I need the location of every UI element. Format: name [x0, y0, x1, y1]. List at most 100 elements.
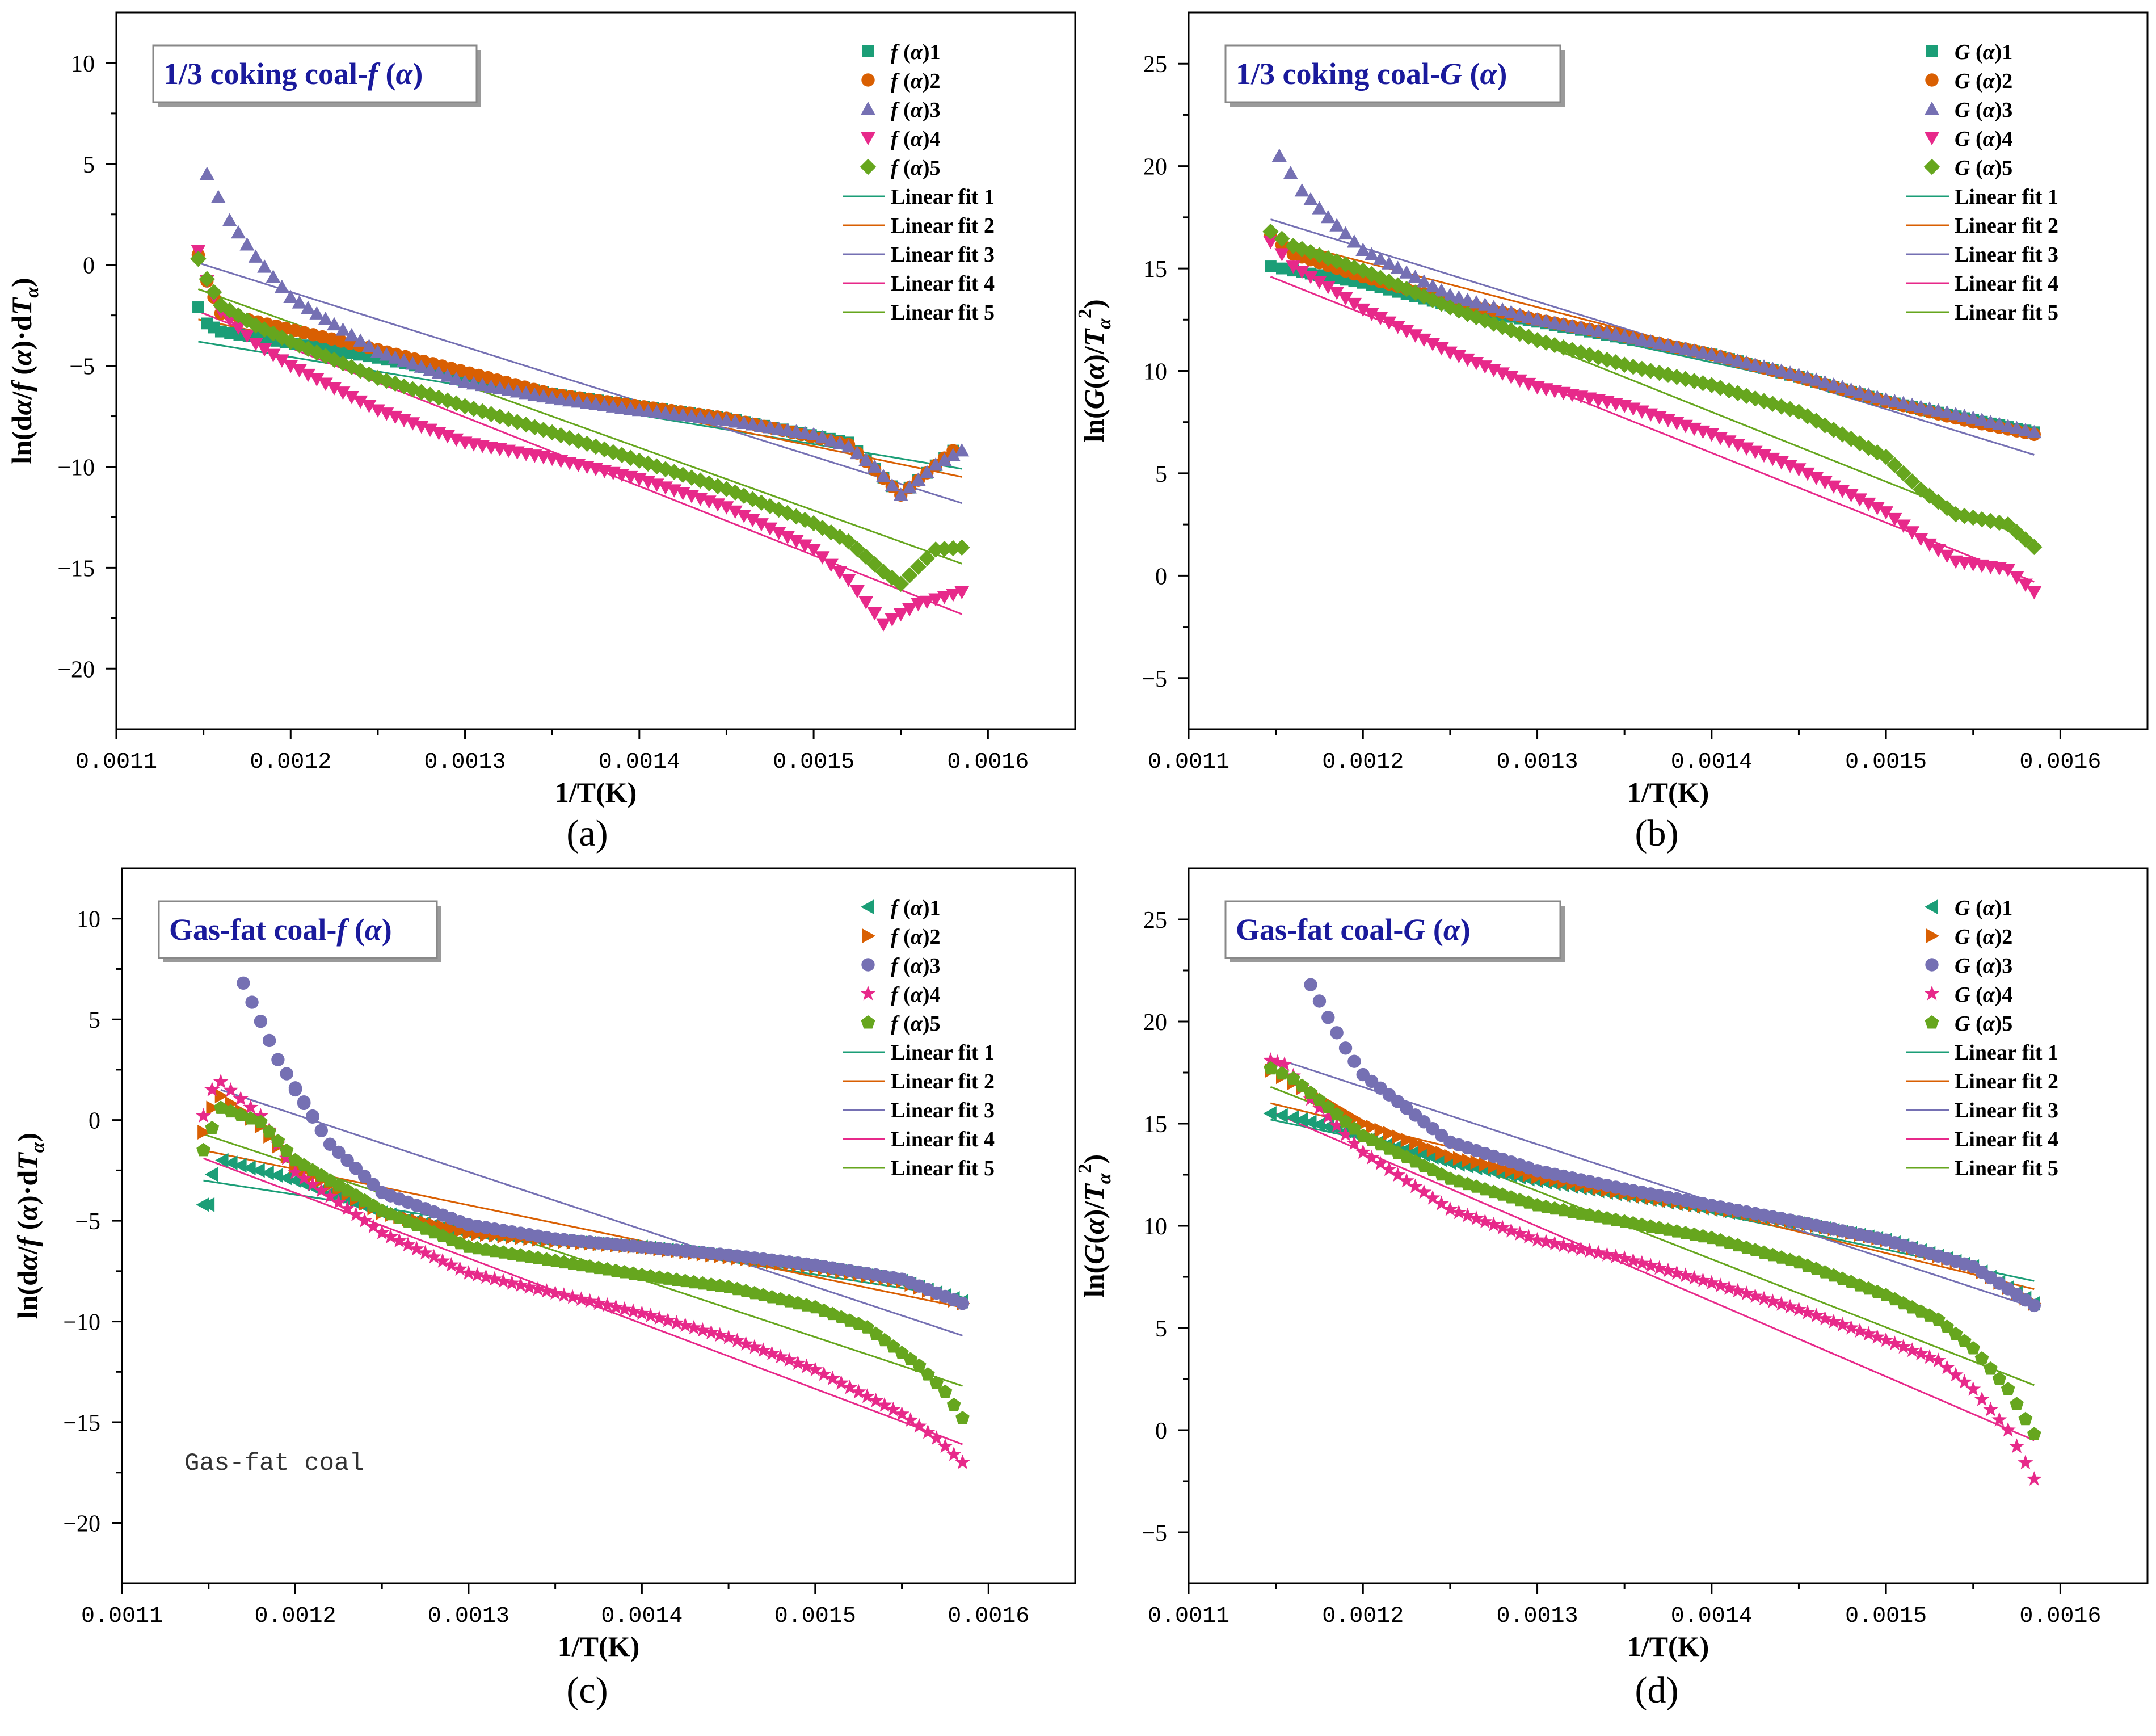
data-point	[701, 411, 717, 424]
data-point	[1495, 367, 1510, 381]
legend-label: Linear fit 4	[891, 272, 995, 296]
data-point	[1311, 1100, 1328, 1115]
data-point	[885, 613, 900, 627]
series-5	[196, 1100, 970, 1424]
title-box-frame	[152, 44, 478, 103]
data-point	[903, 1412, 919, 1427]
data-point	[1338, 1041, 1353, 1055]
data-point	[1312, 994, 1327, 1008]
data-point	[1774, 1296, 1789, 1311]
data-point	[910, 558, 927, 575]
data-point	[1931, 1312, 1946, 1326]
data-point	[1294, 266, 1309, 279]
data-point	[866, 556, 883, 573]
data-point	[1262, 223, 1279, 240]
data-point	[2017, 531, 2034, 548]
data-point	[1346, 297, 1362, 312]
data-point	[1730, 439, 1745, 452]
data-point	[1773, 398, 1790, 415]
data-point	[1494, 318, 1511, 335]
data-point	[478, 1269, 494, 1284]
data-point	[445, 1221, 459, 1237]
data-point	[251, 1163, 265, 1178]
linear-fit-3	[197, 262, 962, 504]
legend-label: G (α)1	[1955, 896, 2012, 920]
legend-label: Linear fit 3	[891, 1099, 995, 1123]
data-point	[431, 365, 447, 379]
data-point	[1442, 1201, 1458, 1216]
y-tick-label: −10	[57, 455, 95, 481]
data-point	[1573, 344, 1589, 361]
data-point	[1686, 373, 1703, 389]
data-point	[1669, 339, 1685, 354]
data-point	[823, 433, 839, 447]
data-point	[667, 406, 682, 421]
data-point	[815, 551, 830, 565]
data-point	[306, 1110, 319, 1124]
data-point	[1400, 1132, 1414, 1147]
data-point	[335, 346, 347, 358]
data-point	[1573, 1241, 1589, 1256]
data-point	[1930, 494, 1947, 510]
data-point	[1408, 1144, 1421, 1159]
data-point	[1826, 480, 1841, 494]
data-point	[1469, 357, 1484, 371]
data-point	[573, 1291, 589, 1306]
legend-marker	[1924, 985, 1940, 1001]
data-point	[262, 1124, 276, 1138]
data-point	[1774, 363, 1789, 377]
data-point	[1765, 396, 1781, 412]
data-point	[214, 1088, 229, 1104]
data-point	[1678, 341, 1693, 355]
legend: G (α)1 G (α)2 G (α)3 G (α)4 G (α)5 Linear fit…	[1906, 896, 2058, 1180]
data-point	[374, 1225, 390, 1239]
y-tick-label: 25	[1143, 907, 1167, 934]
legend-label: G (α)2	[1955, 925, 2012, 949]
data-point	[773, 1348, 789, 1364]
data-point	[1469, 295, 1484, 309]
data-point	[2027, 586, 2042, 600]
data-point	[1416, 333, 1431, 347]
data-point	[738, 1336, 754, 1351]
x-tick-label: 0.0012	[250, 750, 331, 775]
y-axis-label: ln(dα/f (α)·dTα)	[11, 1133, 48, 1319]
data-point	[2026, 1471, 2042, 1486]
data-point	[729, 1333, 745, 1348]
data-point	[677, 1317, 693, 1333]
legend-label: Linear fit 1	[1955, 185, 2058, 209]
data-point	[1834, 426, 1851, 443]
data-point	[1486, 364, 1501, 377]
x-tick-label: 0.0011	[81, 1604, 163, 1629]
series-5	[1262, 223, 2043, 556]
data-point	[867, 459, 882, 473]
data-point	[204, 1082, 220, 1096]
data-point	[1974, 413, 1990, 426]
legend-label: G (α)5	[1955, 1012, 2012, 1036]
data-point	[858, 452, 874, 466]
x-tick-label: 0.0011	[75, 750, 157, 775]
data-point	[1669, 369, 1685, 385]
panel-label: (c)	[566, 1670, 608, 1711]
data-point	[1704, 1275, 1720, 1290]
data-point	[521, 1279, 537, 1294]
legend-marker	[1925, 1015, 1939, 1029]
linear-fit-4	[1270, 1111, 2035, 1441]
data-point	[1703, 377, 1720, 394]
data-point	[457, 375, 473, 388]
data-point	[344, 327, 359, 342]
legend-label: f (α)2	[891, 69, 941, 93]
data-point	[1434, 342, 1449, 356]
y-tick-label: 25	[1143, 52, 1167, 78]
data-point	[1468, 1210, 1484, 1225]
data-point	[608, 1299, 624, 1314]
legend-label: G (α)3	[1955, 954, 2012, 978]
data-point	[1642, 363, 1659, 379]
data-point	[565, 1289, 580, 1304]
data-point	[1905, 397, 1920, 411]
data-point	[1956, 1374, 1972, 1389]
data-point	[2027, 1298, 2041, 1313]
data-point	[1896, 519, 1911, 533]
data-point	[274, 354, 289, 368]
data-point	[1390, 321, 1405, 334]
